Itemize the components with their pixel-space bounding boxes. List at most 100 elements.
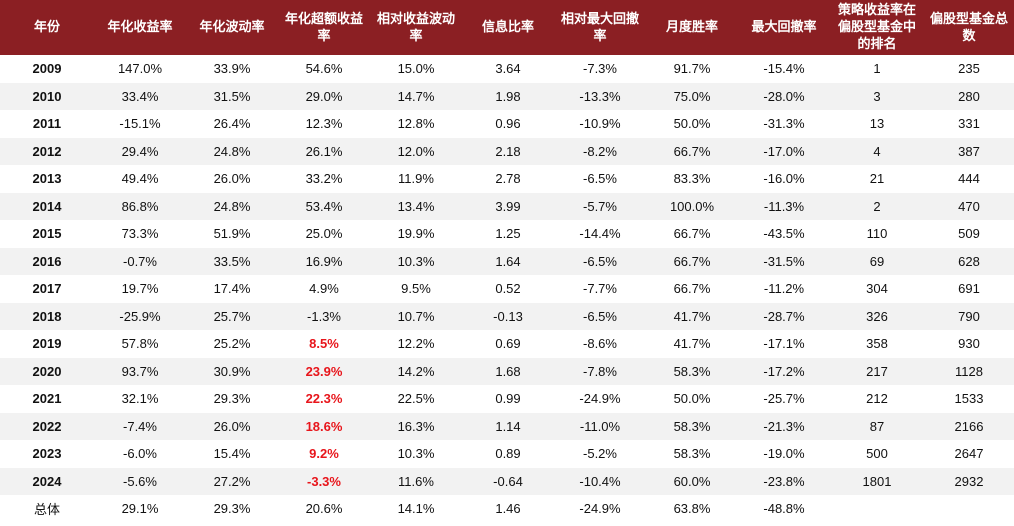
year-cell: 2014 (0, 192, 94, 220)
table-cell: 0.89 (495, 446, 521, 462)
table-cell (924, 495, 1014, 523)
table-cell: 0.96 (495, 116, 521, 132)
table-cell: 25.2% (213, 336, 251, 352)
table-row: 2012 29.4% 24.8% 26.1% 12.0% 2.18 -8.2% 66.7% -1… (0, 137, 1014, 165)
table-cell: -17.2% (738, 357, 830, 385)
table-cell: 50.0% (673, 391, 711, 407)
table-cell: 86.8% (94, 192, 186, 220)
table-cell: 326 (830, 302, 924, 330)
table-cell: 29.4% (94, 137, 186, 165)
table-cell: 790 (924, 302, 1014, 330)
table-cell: 29.3% (213, 391, 251, 407)
table-row: 2022 -7.4% 26.0% 18.6% 16.3% 1.14 -11.0% 58.3% -… (0, 412, 1014, 440)
table-cell: 1.46 (495, 501, 521, 517)
table-cell: 93.7% (94, 357, 186, 385)
table-row: 2017 19.7% 17.4% 4.9% 9.5% 0.52 -7.7% 66.7% -11.… (0, 275, 1014, 303)
table-cell: 41.7% (673, 336, 711, 352)
table-cell: -21.3% (738, 412, 830, 440)
table-cell: -7.8% (554, 357, 646, 385)
table-cell: 10.7% (370, 302, 462, 330)
table-row: 2016 -0.7% 33.5% 16.9% 10.3% 1.64 -6.5% 66.7% -3… (0, 247, 1014, 275)
table-cell: 930 (958, 336, 980, 352)
table-cell: -10.4% (554, 467, 646, 495)
table-cell: 11.6% (370, 467, 462, 495)
table-cell: 87 (830, 412, 924, 440)
table-cell: -8.2% (554, 137, 646, 165)
column-header: 年化超额收益率 (278, 0, 370, 55)
table-cell: 9.5% (401, 281, 431, 297)
table-cell: 66.7% (673, 281, 711, 297)
table-cell: 31.5% (186, 82, 278, 110)
table-cell: 1 (873, 61, 881, 77)
table-cell: 26.0% (213, 171, 251, 187)
table-cell: 4.9% (309, 281, 339, 297)
table-cell: -6.0% (123, 446, 157, 462)
column-header: 月度胜率 (646, 0, 738, 55)
year-cell: 2015 (32, 226, 62, 242)
table-header: 年份 年化收益率 年化波动率 年化超额收益率 相对收益波动率 信息比率 相对最大回撤率 月度胜… (0, 0, 1014, 55)
table-cell: 304 (866, 281, 888, 297)
table-cell: -28.7% (738, 302, 830, 330)
table-cell: 26.0% (186, 412, 278, 440)
table-cell: 73.3% (121, 226, 159, 242)
year-cell: 2020 (0, 357, 94, 385)
table-cell: 14.7% (370, 82, 462, 110)
table-cell: 14.2% (370, 357, 462, 385)
table-cell: 33.4% (94, 82, 186, 110)
table-row: 2011 -15.1% 26.4% 12.3% 12.8% 0.96 -10.9% 50.0%… (0, 110, 1014, 138)
table-cell: 331 (958, 116, 980, 132)
table-cell: -28.0% (738, 82, 830, 110)
table-cell: -7.7% (583, 281, 617, 297)
table-cell: 41.7% (646, 302, 738, 330)
table-cell: 3.99 (462, 192, 554, 220)
table-cell: 12.0% (370, 137, 462, 165)
table-cell: 100.0% (646, 192, 738, 220)
table-cell: 26.1% (278, 137, 370, 165)
column-header: 策略收益率在偏股型基金中的排名 (830, 0, 924, 55)
table-row: 2020 93.7% 30.9% 23.9% 14.2% 1.68 -7.8% 58.3% -1… (0, 357, 1014, 385)
table-cell: 10.3% (397, 446, 435, 462)
table-cell: 1128 (924, 357, 1014, 385)
table-cell: -0.7% (94, 247, 186, 275)
table-cell: 470 (924, 192, 1014, 220)
table-cell: -25.7% (763, 391, 805, 407)
year-cell: 2022 (0, 412, 94, 440)
table-cell: 19.7% (121, 281, 159, 297)
table-cell: -25.9% (94, 302, 186, 330)
year-cell: 2009 (32, 61, 62, 77)
table-cell: 11.9% (398, 171, 434, 187)
table-row: 2024 -5.6% 27.2% -3.3% 11.6% -0.64 -10.4% 60.0%… (0, 467, 1014, 495)
table-cell: 500 (866, 446, 888, 462)
year-cell: 2018 (0, 302, 94, 330)
table-cell: 58.3% (646, 357, 738, 385)
table-cell: -0.64 (462, 467, 554, 495)
table-cell: -11.0% (554, 412, 646, 440)
table-row: 2021 32.1% 29.3% 22.3% 22.5% 0.99 -24.9% 50.0% -… (0, 385, 1014, 413)
table-cell: 1.68 (462, 357, 554, 385)
year-cell: 2013 (32, 171, 62, 187)
year-cell: 2012 (0, 137, 94, 165)
table-cell: 91.7% (673, 61, 711, 77)
table-cell: -15.1% (119, 116, 161, 132)
table-cell: -31.5% (738, 247, 830, 275)
column-header: 信息比率 (462, 0, 554, 55)
table-cell: 13.4% (370, 192, 462, 220)
year-cell: 2024 (0, 467, 94, 495)
table-cell: 29.1% (121, 501, 159, 517)
column-header: 年份 (0, 0, 94, 55)
table-cell: 1.25 (495, 226, 521, 242)
year-cell: 总体 (33, 503, 60, 519)
table-row: 2014 86.8% 24.8% 53.4% 13.4% 3.99 -5.7% 100.0% -… (0, 192, 1014, 220)
table-cell: 4 (830, 137, 924, 165)
year-cell: 2017 (32, 281, 62, 297)
table-cell: -8.6% (583, 336, 617, 352)
table-cell: -11.3% (738, 192, 830, 220)
table-cell: 29.3% (213, 501, 251, 517)
table-cell: 3 (830, 82, 924, 110)
year-cell: 2010 (0, 82, 94, 110)
table-cell: 691 (958, 281, 980, 297)
table-cell: -17.1% (763, 336, 805, 352)
table-row: 2010 33.4% 31.5% 29.0% 14.7% 1.98 -13.3% 75.0% -… (0, 82, 1014, 110)
table-cell: -16.0% (763, 171, 805, 187)
